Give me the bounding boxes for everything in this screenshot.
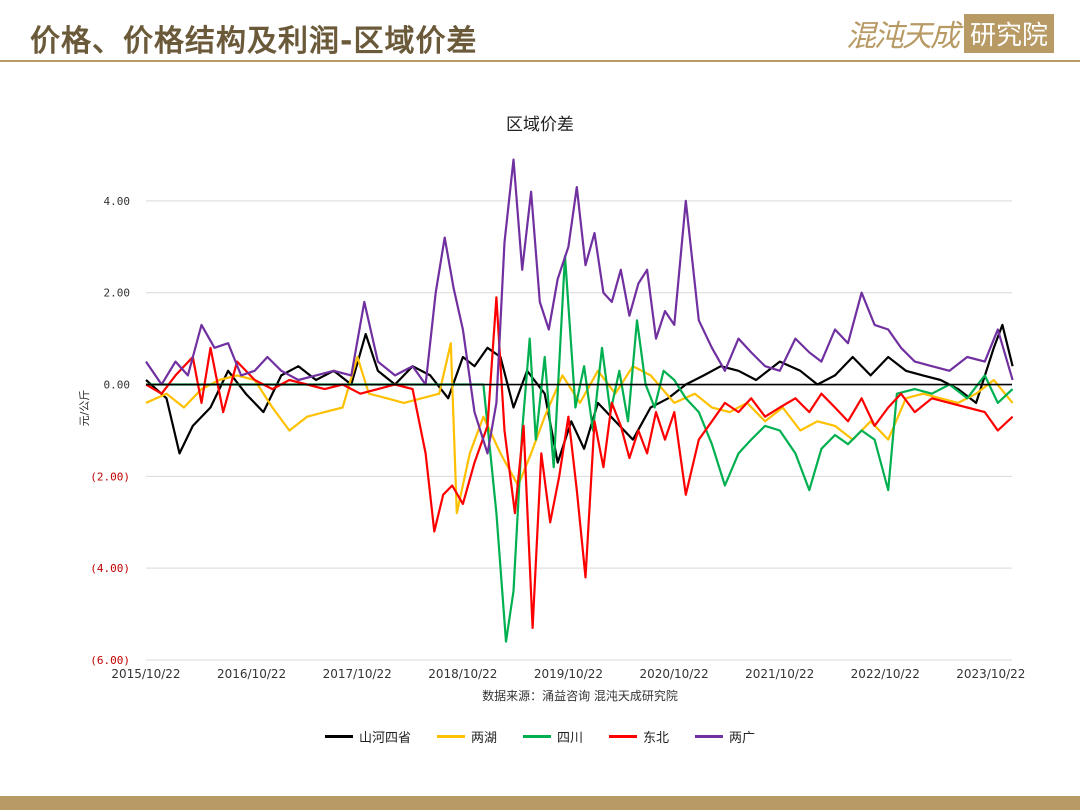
x-tick-label: 2017/10/22 (323, 667, 392, 681)
brand-logo: 混沌天成 研究院 (845, 13, 1054, 54)
x-tick-label: 2022/10/22 (851, 667, 920, 681)
legend-item: 两广 (695, 727, 755, 746)
legend-swatch (324, 735, 353, 738)
legend-label: 四川 (556, 731, 583, 746)
chart-legend: 山河四省 两湖 四川 东北 两广 (0, 727, 1080, 746)
page-title: 价格、价格结构及利润-区域价差 (30, 24, 478, 59)
legend-swatch (695, 735, 724, 738)
x-tick-label: 2015/10/22 (111, 667, 180, 681)
legend-item: 两湖 (436, 727, 497, 746)
x-tick-label: 2016/10/22 (217, 667, 286, 681)
x-tick-label: 2019/10/22 (534, 667, 603, 681)
x-tick-label: 2020/10/22 (639, 667, 708, 681)
legend-swatch (609, 735, 637, 738)
legend-label: 山河四省 (358, 731, 411, 746)
x-tick-label: 2021/10/22 (745, 667, 814, 681)
y-tick-label: (2.00) (90, 470, 130, 483)
x-tick-label: 2023/10/22 (956, 667, 1025, 681)
series-line-两湖 (145, 342, 1014, 515)
footer-bar (0, 796, 1080, 810)
y-tick-label: 4.00 (104, 195, 131, 208)
legend-swatch (522, 735, 551, 738)
series-line-两广 (145, 158, 1014, 455)
legend-swatch (436, 735, 465, 738)
legend-item: 东北 (609, 727, 669, 746)
logo-wordmark: 混沌天成 (845, 19, 960, 54)
y-axis-label: 元/公斤 (78, 390, 91, 427)
logo-badge: 研究院 (963, 13, 1054, 53)
y-tick-label: 2.00 (104, 287, 131, 300)
y-tick-label: (4.00) (90, 562, 130, 575)
header-divider (0, 60, 1080, 62)
series-line-东北 (145, 296, 1014, 629)
legend-label: 两湖 (470, 731, 497, 746)
source-note: 数据来源：涌益咨询 混沌天成研究院 (482, 688, 678, 703)
y-tick-label: 0.00 (104, 379, 131, 392)
x-tick-label: 2018/10/22 (428, 667, 497, 681)
legend-label: 两广 (729, 731, 756, 746)
legend-item: 山河四省 (324, 727, 411, 746)
legend-item: 四川 (522, 727, 583, 746)
y-tick-label: (6.00) (90, 654, 130, 667)
series-line-四川 (146, 254, 1014, 643)
legend-label: 东北 (643, 731, 670, 746)
chart-title: 区域价差 (506, 115, 574, 135)
